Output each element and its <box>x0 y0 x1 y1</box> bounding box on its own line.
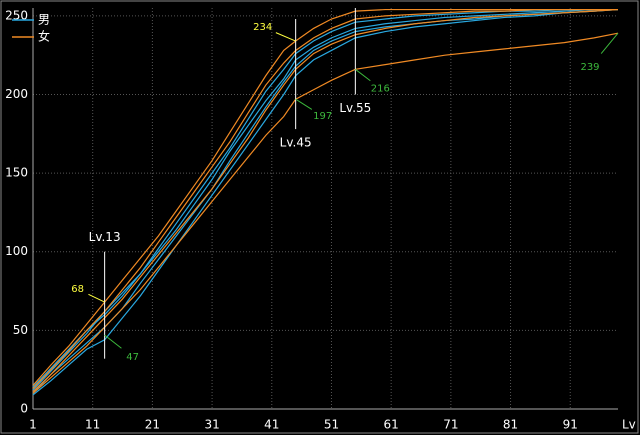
series-line <box>32 8 618 386</box>
x-tick-label: 11 <box>85 418 100 432</box>
legend-label: 女 <box>38 29 50 44</box>
x-tick-label: 61 <box>384 418 399 432</box>
x-tick-label: 91 <box>563 418 578 432</box>
series-line <box>32 8 618 391</box>
x-axis-label: Lv <box>622 418 636 432</box>
x-tick-label: 51 <box>324 418 339 432</box>
callout-leader <box>275 32 296 42</box>
y-tick-label: 100 <box>5 244 28 258</box>
callout-leader <box>88 293 105 303</box>
x-tick-label: 41 <box>264 418 279 432</box>
callout-label: 47 <box>126 352 139 363</box>
marker-label: Lv.55 <box>339 101 371 115</box>
series-line <box>32 8 618 389</box>
callout-leader <box>104 334 122 349</box>
callout-leader <box>600 32 619 54</box>
series-line <box>32 8 619 396</box>
series-line <box>32 8 619 393</box>
x-tick-label: 21 <box>145 418 160 432</box>
x-tick-label: 71 <box>443 418 458 432</box>
y-tick-label: 50 <box>13 323 28 337</box>
y-tick-label: 0 <box>20 402 28 416</box>
legend-label: 男 <box>38 13 50 27</box>
callout-leader <box>355 68 371 82</box>
y-tick-label: 250 <box>5 8 28 22</box>
x-tick-label: 1 <box>29 418 37 432</box>
callout-label: 239 <box>580 62 599 73</box>
callout-leader <box>295 98 313 110</box>
x-tick-label: 31 <box>204 418 219 432</box>
series-line <box>32 8 618 388</box>
series-line <box>32 8 619 394</box>
callout-label: 197 <box>313 111 332 122</box>
y-tick-label: 200 <box>5 87 28 101</box>
x-tick-label: 81 <box>503 418 518 432</box>
marker-label: Lv.13 <box>89 230 121 244</box>
series-line <box>32 32 619 394</box>
callout-label: 234 <box>253 22 272 33</box>
callout-label: 68 <box>71 284 84 295</box>
y-tick-label: 150 <box>5 166 28 180</box>
callout-label: 216 <box>371 83 390 94</box>
marker-label: Lv.45 <box>280 136 312 150</box>
